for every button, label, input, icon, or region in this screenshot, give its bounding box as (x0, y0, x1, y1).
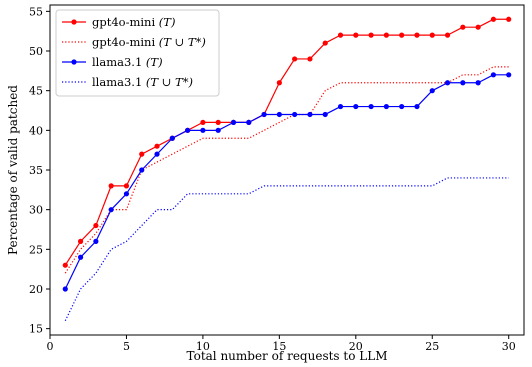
series-line-1 (64, 66, 509, 274)
x-tick-label: 5 (123, 340, 130, 353)
data-point (276, 111, 282, 118)
x-tick-label: 25 (425, 340, 439, 353)
x-tick-label: 0 (47, 340, 54, 353)
data-point (123, 183, 130, 189)
y-tick-label: 40 (29, 124, 43, 137)
series-3 (64, 177, 509, 321)
data-point (230, 119, 237, 126)
data-point (62, 286, 68, 292)
data-point (399, 32, 405, 38)
y-tick-label: 25 (29, 243, 43, 256)
data-point (292, 56, 298, 62)
series-2 (62, 72, 512, 292)
series-line-3 (64, 177, 509, 321)
legend-item-llama3-1-t-union: llama3.1 (T ∪ T*) (62, 75, 193, 89)
data-point (123, 191, 130, 197)
data-point (506, 16, 512, 22)
data-point (322, 40, 328, 46)
data-point (62, 262, 68, 268)
data-point (93, 238, 99, 244)
data-point (490, 16, 497, 22)
data-point (185, 127, 191, 133)
data-point (139, 151, 145, 157)
data-point (429, 32, 435, 38)
data-point (337, 103, 344, 110)
data-point (460, 24, 466, 30)
x-tick-label: 10 (196, 340, 210, 353)
legend-item-gpt4o-mini-t-union: gpt4o-mini (T ∪ T*) (62, 35, 206, 49)
y-tick-label: 35 (29, 164, 43, 177)
data-point (139, 167, 145, 173)
legend-label-llama3-1-t: llama3.1 (T) (92, 55, 163, 69)
data-point (108, 183, 114, 189)
y-axis-title: Percentage of valid patched (6, 85, 20, 255)
data-point (215, 127, 221, 133)
legend-marker-gpt4o-mini-t (71, 19, 77, 25)
legend-frame (55, 9, 220, 97)
data-point (368, 32, 374, 38)
data-point (490, 72, 497, 78)
data-point (200, 127, 206, 133)
y-tick-label: 20 (29, 283, 43, 296)
y-tick-label: 45 (29, 85, 43, 98)
data-point (399, 103, 405, 110)
y-tick-label: 30 (29, 204, 43, 217)
x-axis-title: Total number of requests to LLM (187, 349, 388, 363)
data-point (276, 80, 282, 86)
x-tick-label: 30 (502, 340, 516, 353)
legend-item-llama3-1-t: llama3.1 (T) (62, 55, 163, 69)
data-point (475, 80, 481, 86)
data-point (383, 103, 389, 110)
data-point (475, 24, 481, 30)
data-point (506, 72, 512, 78)
data-point (383, 32, 389, 38)
series-layer (62, 16, 512, 321)
data-point (246, 119, 252, 126)
data-point (429, 88, 435, 94)
data-point (154, 151, 160, 157)
y-tick-label: 55 (29, 5, 43, 18)
y-tick-label: 15 (29, 323, 43, 336)
y-tick-label: 50 (29, 45, 43, 58)
data-point (414, 32, 420, 38)
data-point (337, 32, 344, 38)
data-point (108, 207, 114, 213)
x-tick-label: 15 (272, 340, 286, 353)
data-point (353, 103, 359, 110)
x-tick-label: 20 (349, 340, 363, 353)
data-point (444, 80, 451, 86)
y-axis-ticks: 15 20 25 30 35 40 45 50 55 (29, 5, 50, 336)
data-point (414, 103, 420, 110)
data-point (322, 111, 328, 118)
data-point (353, 32, 359, 38)
data-point (77, 254, 84, 260)
data-point (307, 56, 313, 62)
data-point (292, 111, 298, 118)
legend-item-gpt4o-mini-t: gpt4o-mini (T) (62, 15, 175, 29)
data-point (215, 119, 221, 126)
series-line-2 (64, 74, 509, 290)
data-point (460, 80, 466, 86)
legend-label-llama3-1-t-union: llama3.1 (T ∪ T*) (92, 75, 193, 89)
x-axis-ticks: 0 5 10 15 20 25 30 (47, 335, 516, 353)
series-1 (64, 66, 509, 274)
data-point (200, 119, 206, 126)
data-point (154, 143, 160, 149)
data-point (77, 238, 84, 244)
data-point (444, 32, 451, 38)
legend-label-gpt4o-mini-t-union: gpt4o-mini (T ∪ T*) (92, 35, 206, 49)
data-point (261, 111, 267, 118)
data-point (93, 222, 99, 229)
legend: gpt4o-mini (T) gpt4o-mini (T ∪ T*) llama… (55, 9, 220, 97)
data-point (169, 135, 175, 141)
legend-marker-llama3-1-t (71, 59, 77, 65)
data-point (368, 103, 374, 110)
data-point (307, 111, 313, 118)
legend-label-gpt4o-mini-t: gpt4o-mini (T) (92, 15, 175, 29)
